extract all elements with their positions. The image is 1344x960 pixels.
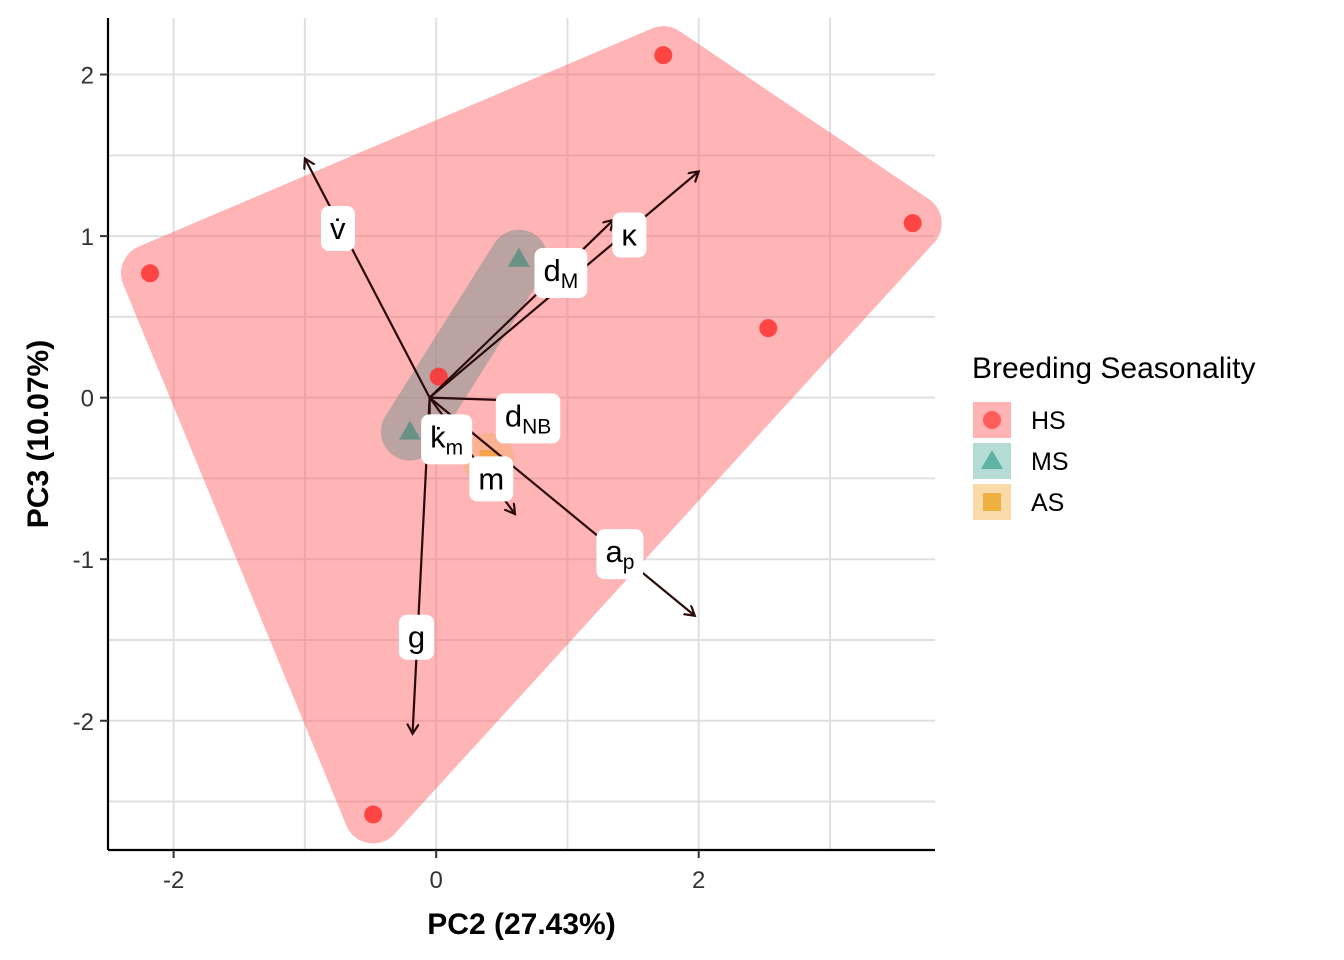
point-hs [759, 319, 778, 338]
arrow-label-sub: p [623, 551, 635, 574]
x-axis-title: PC2 (27.43%) [427, 908, 615, 941]
legend-label: AS [1031, 489, 1064, 517]
y-tick-label: 1 [81, 224, 94, 251]
point-hs [903, 214, 922, 233]
arrow-label-main: m [478, 461, 504, 496]
y-axis-title: PC3 (10.07%) [22, 340, 55, 528]
axes: -2 0 2 -2 -1 0 1 2 PC2 (27.43%) PC3 (10.07%) [22, 18, 935, 941]
arrow-label-km: k̇m [421, 414, 473, 465]
arrow-label-kappa: κ [612, 212, 647, 258]
legend-item-ms: MS [973, 443, 1069, 479]
arrow-label-dM: dM [534, 248, 588, 299]
y-tick-label: -1 [73, 547, 94, 574]
legend: Breeding Seasonality HS MS AS [972, 352, 1256, 520]
arrow-label-box [320, 206, 355, 252]
arrow-label-text: dM [544, 253, 579, 293]
arrow-label-sub: M [561, 270, 579, 293]
legend-label: HS [1031, 407, 1066, 435]
arrow-label-g: g [398, 614, 435, 660]
arrow-label-main: κ [621, 217, 637, 252]
legend-key-triangle [981, 450, 1003, 469]
x-tick-label: 0 [429, 867, 442, 894]
arrow-label-text: dNB [505, 398, 551, 438]
arrow-label-text: v̇ [330, 211, 346, 246]
arrow-label-sub: NB [522, 415, 551, 438]
point-ms [398, 420, 421, 440]
arrow-label-v: v̇ [320, 206, 355, 252]
y-tick-label: -2 [73, 709, 94, 736]
arrow-label-m: m [469, 456, 514, 502]
arrow-label-main: a [605, 534, 623, 569]
legend-key-circle [983, 411, 1001, 429]
arrow-label-box [596, 529, 644, 580]
data-points [141, 46, 922, 824]
arrow-label-box [495, 393, 561, 444]
hull-ms [380, 229, 548, 461]
arrow-label-main: v̇ [330, 211, 346, 246]
arrow-label-sub: m [446, 436, 464, 459]
arrow-ap [428, 396, 695, 616]
point-ms [507, 247, 530, 267]
y-tick-label: 2 [81, 63, 94, 90]
arrow-label-box [534, 248, 588, 299]
legend-item-hs: HS [973, 402, 1066, 438]
arrow-label-ap: ap [596, 529, 644, 580]
point-hs [429, 367, 448, 386]
y-tick-label: 0 [81, 386, 94, 413]
arrow-label-main: d [505, 398, 522, 433]
arrow-label-box [469, 456, 514, 502]
arrow-label-text: m [478, 461, 504, 496]
arrow-label-main: d [544, 253, 561, 288]
arrow-label-dNB: dNB [495, 393, 561, 444]
arrow-label-text: κ [621, 217, 637, 252]
legend-label: MS [1031, 448, 1069, 476]
arrow-label-text: g [408, 620, 425, 655]
legend-title: Breeding Seasonality [972, 352, 1256, 385]
arrow-label-main: k̇ [430, 419, 446, 454]
arrow-label-box [612, 212, 647, 258]
arrow-label-main: g [408, 620, 425, 655]
arrow-label-box [421, 414, 473, 465]
arrow-label-text: k̇m [430, 419, 463, 459]
point-hs [141, 264, 160, 283]
arrow-label-box [398, 614, 435, 660]
x-tick-label: 2 [692, 867, 705, 894]
arrow-label-text: ap [605, 534, 634, 574]
arrow-v [305, 159, 431, 399]
x-tick-label: -2 [163, 867, 184, 894]
point-hs [364, 805, 383, 824]
legend-item-as: AS [973, 484, 1064, 520]
legend-key-square [983, 493, 1001, 511]
point-hs [654, 46, 673, 65]
